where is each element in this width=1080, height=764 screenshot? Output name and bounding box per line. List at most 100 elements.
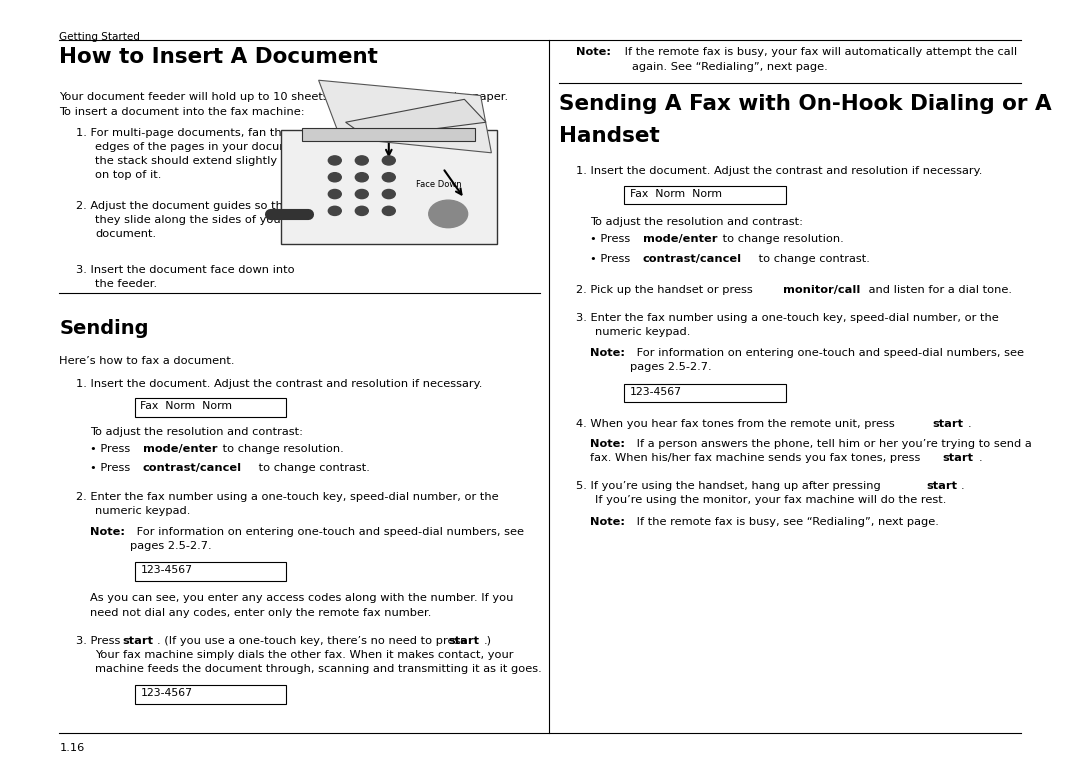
Text: .: . [978, 453, 982, 463]
Text: For information on entering one-touch and speed-dial numbers, see: For information on entering one-touch an… [133, 527, 524, 537]
Text: 3. Insert the document face down into: 3. Insert the document face down into [76, 265, 294, 275]
Text: on top of it.: on top of it. [95, 170, 161, 180]
Circle shape [429, 200, 468, 228]
Text: To insert a document into the fax machine:: To insert a document into the fax machin… [59, 106, 305, 117]
Text: To adjust the resolution and contrast:: To adjust the resolution and contrast: [90, 426, 302, 436]
Text: Here’s how to fax a document.: Here’s how to fax a document. [59, 356, 235, 366]
Text: start: start [927, 481, 958, 491]
Circle shape [355, 206, 368, 215]
Text: the feeder.: the feeder. [95, 279, 158, 289]
Text: fax. When his/her fax machine sends you fax tones, press: fax. When his/her fax machine sends you … [590, 453, 923, 463]
Bar [281, 130, 497, 244]
Circle shape [382, 173, 395, 182]
Text: 123-4567: 123-4567 [630, 387, 681, 397]
Bar [624, 384, 786, 402]
Text: Your fax machine simply dials the other fax. When it makes contact, your: Your fax machine simply dials the other … [95, 650, 514, 660]
Text: start: start [448, 636, 480, 646]
Text: start: start [122, 636, 153, 646]
Bar [302, 128, 475, 141]
Text: contrast/cancel: contrast/cancel [143, 463, 242, 474]
Polygon shape [346, 99, 486, 138]
Text: mode/enter: mode/enter [143, 444, 217, 454]
Text: .: . [968, 419, 971, 429]
Text: • Press: • Press [590, 234, 634, 244]
Text: If a person answers the phone, tell him or her you’re trying to send a: If a person answers the phone, tell him … [633, 439, 1031, 448]
Text: • Press: • Press [590, 254, 634, 264]
Text: To adjust the resolution and contrast:: To adjust the resolution and contrast: [590, 217, 802, 227]
Circle shape [328, 173, 341, 182]
Text: Handset: Handset [559, 126, 660, 146]
Text: to change contrast.: to change contrast. [255, 463, 369, 474]
Polygon shape [319, 80, 491, 153]
Bar [135, 398, 286, 416]
Text: 3. Enter the fax number using a one-touch key, speed-dial number, or the: 3. Enter the fax number using a one-touc… [576, 313, 998, 323]
Text: Note:: Note: [590, 516, 624, 526]
Circle shape [355, 156, 368, 165]
Text: 3. Press: 3. Press [76, 636, 123, 646]
Text: How to Insert A Document: How to Insert A Document [59, 47, 378, 67]
Text: numeric keypad.: numeric keypad. [95, 506, 190, 516]
Circle shape [382, 189, 395, 199]
Bar [135, 562, 286, 581]
Text: monitor/call: monitor/call [783, 285, 861, 295]
Text: again. See “Redialing”, next page.: again. See “Redialing”, next page. [632, 62, 827, 72]
Text: 123-4567: 123-4567 [140, 688, 192, 698]
Text: edges of the pages in your document. Each page of: edges of the pages in your document. Eac… [95, 142, 391, 152]
Text: Sending: Sending [59, 319, 149, 338]
Text: to change contrast.: to change contrast. [755, 254, 869, 264]
Text: • Press: • Press [90, 444, 134, 454]
Circle shape [382, 206, 395, 215]
Text: If the remote fax is busy, your fax will automatically attempt the call: If the remote fax is busy, your fax will… [621, 47, 1017, 57]
Text: pages 2.5-2.7.: pages 2.5-2.7. [630, 362, 712, 372]
Text: to change resolution.: to change resolution. [719, 234, 845, 244]
Circle shape [382, 156, 395, 165]
Circle shape [355, 189, 368, 199]
Text: Your document feeder will hold up to 10 sheets of normal-weight copier paper.: Your document feeder will hold up to 10 … [59, 92, 509, 102]
Text: 2. Enter the fax number using a one-touch key, speed-dial number, or the: 2. Enter the fax number using a one-touc… [76, 491, 498, 502]
Text: . (If you use a one-touch key, there’s no need to press: . (If you use a one-touch key, there’s n… [157, 636, 470, 646]
Circle shape [355, 173, 368, 182]
Text: 1. Insert the document. Adjust the contrast and resolution if necessary.: 1. Insert the document. Adjust the contr… [76, 378, 482, 389]
Text: and listen for a dial tone.: and listen for a dial tone. [865, 285, 1012, 295]
Text: start: start [932, 419, 963, 429]
Circle shape [328, 156, 341, 165]
Text: 2. Adjust the document guides so that: 2. Adjust the document guides so that [76, 201, 294, 211]
Text: 1. For multi-page documents, fan the pages leading: 1. For multi-page documents, fan the pag… [76, 128, 372, 138]
Text: to change resolution.: to change resolution. [219, 444, 345, 454]
Text: mode/enter: mode/enter [643, 234, 717, 244]
Text: Fax  Norm  Norm: Fax Norm Norm [140, 401, 232, 411]
Bar [624, 186, 786, 204]
Text: 2. Pick up the handset or press: 2. Pick up the handset or press [576, 285, 756, 295]
Circle shape [328, 189, 341, 199]
Bar [135, 685, 286, 704]
Text: the stack should extend slightly farther than the page: the stack should extend slightly farther… [95, 156, 404, 166]
Text: Getting Started: Getting Started [59, 32, 140, 42]
Text: For information on entering one-touch and speed-dial numbers, see: For information on entering one-touch an… [633, 348, 1024, 358]
Text: 1. Insert the document. Adjust the contrast and resolution if necessary.: 1. Insert the document. Adjust the contr… [576, 166, 982, 176]
Text: document.: document. [95, 229, 157, 239]
Text: Note:: Note: [90, 527, 124, 537]
Text: Note:: Note: [590, 439, 624, 448]
Text: If you’re using the monitor, your fax machine will do the rest.: If you’re using the monitor, your fax ma… [595, 495, 946, 505]
Text: start: start [943, 453, 974, 463]
Text: 1.16: 1.16 [59, 743, 84, 753]
Text: If the remote fax is busy, see “Redialing”, next page.: If the remote fax is busy, see “Redialin… [633, 516, 939, 526]
Text: 123-4567: 123-4567 [140, 565, 192, 575]
Text: machine feeds the document through, scanning and transmitting it as it goes.: machine feeds the document through, scan… [95, 664, 542, 674]
Text: Note:: Note: [576, 47, 610, 57]
Text: • Press: • Press [90, 463, 134, 474]
Text: Sending A Fax with On-Hook Dialing or A: Sending A Fax with On-Hook Dialing or A [559, 94, 1052, 114]
Text: Face Down: Face Down [416, 180, 461, 189]
Text: need not dial any codes, enter only the remote fax number.: need not dial any codes, enter only the … [90, 607, 431, 617]
Text: .: . [961, 481, 964, 491]
Text: 5. If you’re using the handset, hang up after pressing: 5. If you’re using the handset, hang up … [576, 481, 885, 491]
Text: As you can see, you enter any access codes along with the number. If you: As you can see, you enter any access cod… [90, 594, 513, 604]
Text: pages 2.5-2.7.: pages 2.5-2.7. [130, 541, 212, 551]
Text: 4. When you hear fax tones from the remote unit, press: 4. When you hear fax tones from the remo… [576, 419, 897, 429]
Text: Fax  Norm  Norm: Fax Norm Norm [630, 189, 721, 199]
Text: they slide along the sides of your: they slide along the sides of your [95, 215, 285, 225]
Text: .): .) [484, 636, 491, 646]
Circle shape [328, 206, 341, 215]
Text: contrast/cancel: contrast/cancel [643, 254, 742, 264]
Text: Note:: Note: [590, 348, 624, 358]
